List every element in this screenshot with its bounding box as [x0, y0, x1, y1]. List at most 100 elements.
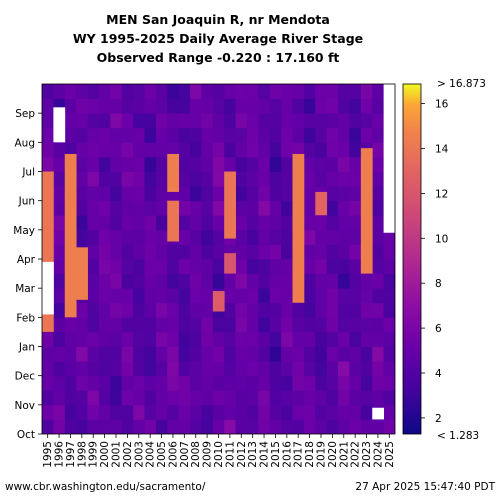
heatmap-cell — [178, 113, 191, 129]
heatmap-cell — [212, 127, 225, 143]
x-tick-label: 2021 — [338, 441, 350, 468]
heatmap-cell — [315, 98, 328, 114]
heatmap-cell — [178, 273, 191, 289]
heatmap-cell — [190, 390, 202, 406]
heatmap-cell — [281, 404, 293, 420]
heatmap-cell — [121, 273, 134, 289]
y-tick-label: Mar — [15, 283, 35, 295]
heatmap-cell — [349, 331, 362, 347]
heatmap-cell — [212, 244, 225, 260]
heatmap-cell — [258, 317, 271, 333]
heatmap-cell — [98, 84, 111, 99]
high-stage-period — [76, 247, 88, 300]
x-tick-label: 2011 — [224, 441, 236, 468]
high-stage-period — [212, 291, 225, 312]
heatmap-cell — [167, 419, 180, 434]
heatmap-cell — [269, 419, 282, 434]
x-tick-label: 2013 — [247, 441, 259, 468]
heatmap-cell — [360, 273, 373, 289]
heatmap-cell — [64, 317, 77, 333]
heatmap-cell — [110, 186, 123, 202]
heatmap-cell — [372, 84, 385, 99]
heatmap-cell — [87, 361, 100, 377]
heatmap-cell — [201, 361, 214, 377]
heatmap-cell — [121, 171, 134, 187]
heatmap-cell — [201, 302, 214, 318]
x-tick-label: 2002 — [122, 441, 134, 468]
heatmap-cell — [326, 215, 339, 231]
heatmap-cell — [281, 244, 293, 260]
heatmap-cell — [98, 171, 111, 187]
heatmap-cell — [201, 390, 214, 406]
heatmap-cell — [303, 84, 316, 99]
heatmap-cell — [121, 346, 134, 362]
heatmap-cell — [76, 317, 88, 333]
heatmap-cell — [144, 346, 157, 362]
heatmap-cell — [224, 113, 236, 129]
heatmap-cell — [281, 215, 293, 231]
heatmap-cell — [64, 419, 77, 434]
heatmap-cell — [64, 375, 77, 391]
heatmap-cell — [201, 186, 214, 202]
y-tick-label: Nov — [15, 400, 36, 412]
heatmap-cell — [326, 244, 339, 260]
heatmap-cell — [338, 113, 350, 129]
heatmap-cell — [64, 331, 77, 347]
heatmap-cell — [178, 127, 191, 143]
heatmap-cell — [133, 200, 145, 216]
heatmap-cell — [326, 186, 339, 202]
heatmap-cell — [42, 375, 54, 391]
heatmap-cell — [235, 156, 248, 172]
x-tick-label: 2016 — [281, 441, 293, 468]
heatmap-cell — [167, 361, 180, 377]
heatmap-cell — [155, 361, 168, 377]
heatmap-cell — [235, 361, 248, 377]
missing-data-period — [372, 407, 385, 420]
heatmap-cell — [155, 98, 168, 114]
heatmap-cell — [98, 98, 111, 114]
heatmap-cell — [201, 98, 214, 114]
heatmap-cell — [98, 390, 111, 406]
high-stage-period — [224, 253, 236, 274]
heatmap-cell — [155, 215, 168, 231]
heatmap-cell — [87, 317, 100, 333]
heatmap-cell — [315, 331, 328, 347]
heatmap-cell — [372, 288, 385, 304]
heatmap-cell — [76, 142, 88, 158]
heatmap-cell — [110, 390, 123, 406]
heatmap-cell — [224, 244, 236, 260]
x-axis-years: 1995 1996 1997 1998 1999 2000 2001 2002 2003 2004… — [42, 434, 396, 468]
heatmap-cell — [246, 142, 259, 158]
x-tick-label: 2018 — [304, 441, 316, 468]
heatmap-cell — [64, 404, 77, 420]
heatmap-cell — [235, 200, 248, 216]
heatmap-cell — [326, 302, 339, 318]
heatmap-cell — [281, 273, 293, 289]
missing-data-period — [42, 261, 54, 315]
heatmap-cell — [235, 215, 248, 231]
heatmap-cell — [53, 361, 66, 377]
heatmap-cell — [258, 186, 271, 202]
heatmap-cell — [190, 288, 202, 304]
heatmap-cell — [53, 317, 66, 333]
heatmap-cell — [98, 200, 111, 216]
heatmap-cell — [224, 288, 236, 304]
heatmap-cell — [338, 302, 350, 318]
heatmap-cell — [246, 302, 259, 318]
heatmap-cell — [338, 419, 350, 434]
heatmap-cell — [281, 84, 293, 99]
heatmap-cell — [64, 113, 77, 129]
heatmap-cell — [212, 98, 225, 114]
heatmap-cell — [64, 142, 77, 158]
x-tick-label: 1995 — [42, 441, 54, 468]
x-tick-label: 2009 — [202, 441, 214, 468]
heatmap-cell — [87, 113, 100, 129]
heatmap-cell — [246, 259, 259, 274]
heatmap-cell — [144, 390, 157, 406]
chart-title-line-1: MEN San Joaquin R, nr Mendota — [106, 12, 330, 27]
heatmap-cell — [303, 171, 316, 187]
heatmap-cell — [42, 390, 54, 406]
heatmap-cell — [303, 98, 316, 114]
heatmap-cell — [167, 404, 180, 420]
heatmap-cell — [258, 273, 271, 289]
